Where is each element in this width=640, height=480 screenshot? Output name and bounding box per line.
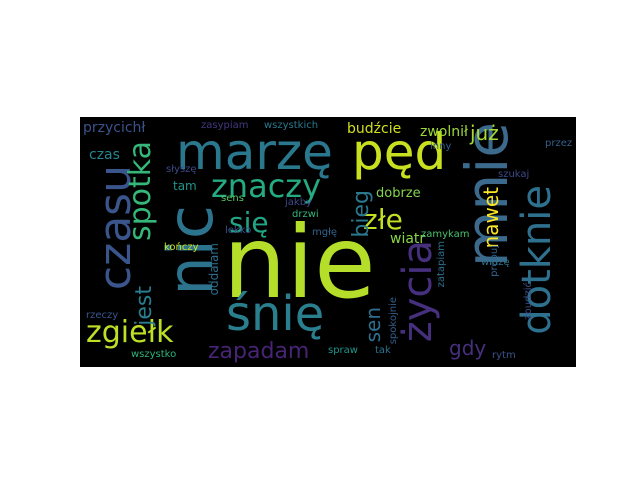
word-bieg: bieg xyxy=(349,190,374,238)
word-budzcie: budźcie xyxy=(347,121,402,137)
word-nawet: nawet xyxy=(479,187,503,249)
word-sie: się xyxy=(229,206,269,239)
word-sen: sen xyxy=(361,307,385,343)
word-inny: inny xyxy=(430,141,452,152)
word-dobrze: dobrze xyxy=(376,186,421,201)
word-spotka: spotka xyxy=(123,141,158,242)
word-czas: czas xyxy=(89,147,120,163)
word-wszystko: wszystko xyxy=(131,349,177,360)
word-tam: tam xyxy=(173,179,197,193)
word-gdy: gdy xyxy=(449,336,487,360)
word-przycichl: przycichł xyxy=(83,120,146,136)
word-widze: widzę xyxy=(481,257,510,268)
word-nie: nie xyxy=(223,204,376,321)
word-cloud: nie mnie nic marzę pęd śnię czasu dotkni… xyxy=(80,117,576,367)
word-juz: już xyxy=(470,121,499,145)
word-rzeczy: rzeczy xyxy=(86,310,119,321)
word-oddalam: oddalam xyxy=(207,243,221,296)
word-zwolnil: zwolnił xyxy=(420,124,468,140)
word-mgle: mgłę xyxy=(312,227,338,238)
word-sens: sens xyxy=(221,193,244,204)
word-marze: marzę xyxy=(176,123,333,181)
word-spokojnie: spokojnie xyxy=(388,297,399,345)
word-znaczy: znaczy xyxy=(211,167,322,205)
word-przez: przez xyxy=(545,138,573,149)
word-zasypiam: zasypiam xyxy=(201,120,249,131)
word-drzwi: drzwi xyxy=(292,209,319,220)
word-zapadam: zapadam xyxy=(208,339,310,364)
word-szukaj: szukaj xyxy=(498,169,530,180)
word-spraw: spraw xyxy=(328,345,358,356)
word-zbudzic: zbudzić xyxy=(523,282,534,320)
word-jakby: jakby xyxy=(285,197,312,208)
word-slysze: słyszę xyxy=(166,164,197,175)
word-zycia: życia xyxy=(395,240,441,343)
word-tak: tak xyxy=(375,345,391,356)
word-zamykam: zamykam xyxy=(421,229,470,240)
word-wiatr: wiatr xyxy=(390,231,426,247)
word-jest: jest xyxy=(132,286,157,326)
word-zatapiam: zatapiam xyxy=(436,241,447,288)
word-snie: śnię xyxy=(226,286,325,342)
word-zle: złe xyxy=(363,203,403,236)
word-konczy: kończy xyxy=(164,242,199,253)
word-zgielk: zgiełk xyxy=(86,315,174,350)
word-ped: pęd xyxy=(352,123,447,181)
word-wszystkich: wszystkich xyxy=(264,120,319,131)
word-lekko: lekko xyxy=(225,225,252,236)
word-rytm: rytm xyxy=(492,350,516,361)
